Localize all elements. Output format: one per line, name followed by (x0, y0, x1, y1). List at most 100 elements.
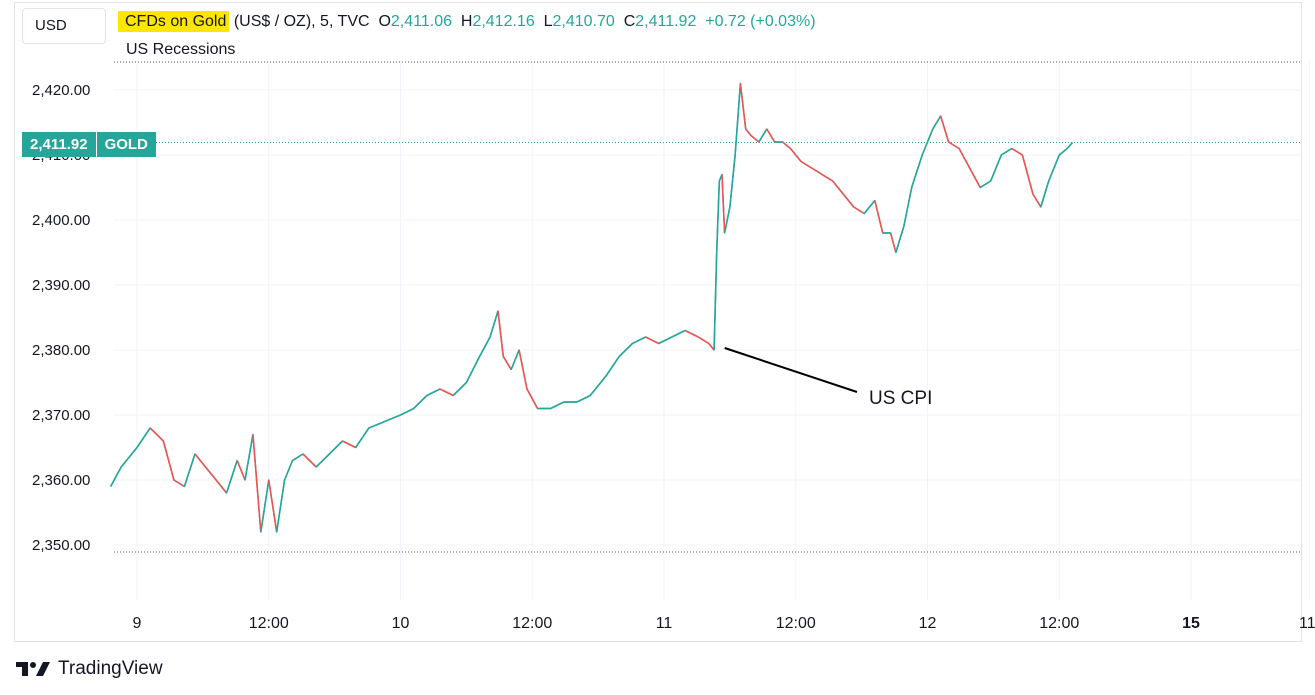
price-segment (518, 349, 528, 390)
price-segment (715, 180, 721, 253)
price-segment (275, 479, 286, 533)
indicator-legend[interactable]: US Recessions (126, 41, 236, 58)
price-segment (1040, 180, 1050, 208)
y-tick-label: 2,400.00 (32, 212, 90, 229)
high-value: 2,412.16 (472, 13, 535, 30)
price-segment (605, 356, 620, 377)
price-segment (910, 154, 923, 188)
price-segment (109, 466, 122, 487)
price-segment (400, 407, 415, 416)
currency-unit-button[interactable]: USD (22, 8, 106, 44)
price-segment (413, 394, 428, 410)
price-segment (550, 401, 565, 410)
close-label: C (623, 13, 636, 30)
price-segment (863, 199, 876, 215)
x-tick-label: 12:00 (1039, 615, 1079, 632)
y-tick-label: 2,390.00 (32, 277, 90, 294)
price-segment (1011, 147, 1023, 156)
current-price-tag: 2,411.92 GOLD (22, 132, 156, 157)
price-segment (589, 375, 607, 397)
y-tick-label: 2,370.00 (32, 407, 90, 424)
tradingview-brand: TradingView (58, 658, 163, 679)
x-tick-label: 12:00 (249, 615, 289, 632)
x-tick-label: 15 (1182, 615, 1200, 632)
low-label: L (543, 13, 553, 30)
annotations: US CPI (724, 347, 932, 409)
price-segment (721, 174, 726, 234)
price-segment (968, 167, 981, 188)
price-segment (632, 336, 646, 345)
y-tick-label: 2,360.00 (32, 472, 90, 489)
price-segment (758, 128, 768, 143)
price-segment (842, 193, 855, 208)
symbol-name[interactable]: CFDs on Gold (118, 11, 230, 32)
price-segment (745, 128, 752, 137)
y-tick-label: 2,420.00 (32, 82, 90, 99)
price-segment (939, 115, 950, 143)
price-segment (194, 453, 207, 468)
price-segment (1000, 147, 1013, 156)
price-segment (426, 388, 441, 397)
price-segment (302, 453, 317, 468)
price-segment (726, 206, 731, 221)
price-segment (478, 336, 491, 357)
grid (114, 61, 1311, 600)
price-segment (671, 329, 686, 338)
price-segment (342, 440, 357, 449)
price-segment (452, 381, 467, 397)
price-segment (766, 128, 776, 143)
price-segment (889, 232, 897, 253)
price-segment (328, 440, 344, 455)
price-segment (989, 154, 1003, 182)
x-tick-label: 12:00 (776, 615, 816, 632)
price-segment (183, 453, 196, 487)
price-segment (315, 453, 330, 468)
price-segment (618, 342, 633, 358)
price-tag-separator (95, 132, 97, 157)
price-segment (215, 479, 228, 494)
symbol-details: (US$ / OZ), 5, TVC (229, 13, 370, 30)
price-segment (713, 252, 718, 351)
price-segment (708, 342, 715, 351)
current-price-ticker: GOLD (96, 132, 156, 157)
high-label: H (460, 13, 473, 30)
price-segment (921, 128, 934, 156)
price-segment (355, 427, 370, 448)
tradingview-logo-icon (16, 662, 50, 676)
x-tick-label: 12 (919, 615, 937, 632)
price-segment (1021, 154, 1034, 195)
price-segment (292, 453, 304, 462)
annotation-label: US CPI (869, 388, 932, 409)
price-segment (384, 414, 401, 423)
symbol-legend[interactable]: CFDs on Gold (US$ / OZ), 5, TVC O2,411.0… (118, 11, 816, 32)
chart-frame (14, 2, 1302, 642)
price-segment (903, 187, 913, 227)
price-segment (821, 173, 834, 182)
price-segment (874, 200, 884, 234)
x-tick-label: 10 (392, 615, 410, 632)
price-segment (697, 336, 710, 345)
tradingview-logo[interactable]: TradingView (16, 658, 163, 680)
price-segment (979, 180, 992, 189)
price-segment (510, 349, 520, 370)
price-series (109, 82, 1074, 533)
price-segment (1047, 154, 1060, 182)
price-segment (502, 356, 512, 370)
open-label: O (378, 13, 391, 30)
price-segment (1058, 147, 1068, 156)
price-segment (576, 394, 591, 403)
x-tick-label: 12:00 (512, 615, 552, 632)
y-tick-label: 2,350.00 (32, 537, 90, 554)
price-segment (526, 388, 539, 409)
open-value: 2,411.06 (390, 13, 452, 30)
price-segment (1066, 142, 1074, 150)
x-tick-label: 9 (133, 615, 142, 632)
price-segment (958, 148, 971, 169)
price-segment (739, 83, 747, 130)
price-axis: 2,350.00 2,360.00 2,370.00 2,380.00 2,390.00… (32, 82, 90, 554)
price-segment (948, 141, 960, 150)
price-segment (1032, 193, 1042, 208)
price-segment (789, 147, 802, 163)
price-segment (645, 336, 660, 345)
